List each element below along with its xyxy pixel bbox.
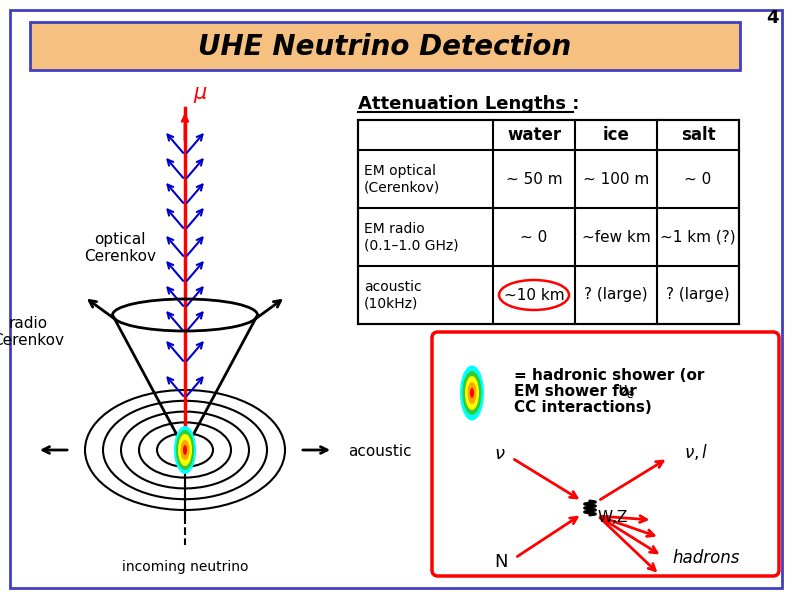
Text: EM optical
(Cerenkov): EM optical (Cerenkov) xyxy=(364,164,440,194)
Text: radio
Cerenkov: radio Cerenkov xyxy=(0,316,64,348)
Text: water: water xyxy=(507,126,561,144)
Text: acoustic: acoustic xyxy=(348,444,411,459)
Text: N: N xyxy=(494,553,507,571)
Text: ~10 km: ~10 km xyxy=(503,287,565,302)
Text: ? (large): ? (large) xyxy=(584,287,648,302)
Text: hadrons: hadrons xyxy=(672,549,739,567)
Ellipse shape xyxy=(465,376,479,410)
Text: μ: μ xyxy=(193,83,206,103)
Text: Attenuation Lengths :: Attenuation Lengths : xyxy=(358,95,580,113)
Text: UHE Neutrino Detection: UHE Neutrino Detection xyxy=(198,33,572,61)
Text: ? (large): ? (large) xyxy=(666,287,730,302)
Ellipse shape xyxy=(460,365,484,421)
Text: ~few km: ~few km xyxy=(582,230,650,245)
Bar xyxy=(358,120,739,324)
Ellipse shape xyxy=(176,430,194,470)
Text: ~ 0: ~ 0 xyxy=(684,171,711,186)
Text: W,Z: W,Z xyxy=(598,511,628,525)
Text: $\nu, l$: $\nu, l$ xyxy=(684,442,708,462)
Ellipse shape xyxy=(178,434,192,466)
Text: optical
Cerenkov: optical Cerenkov xyxy=(84,232,156,264)
Text: EM radio
(0.1–1.0 GHz): EM radio (0.1–1.0 GHz) xyxy=(364,222,459,252)
Bar xyxy=(30,22,740,70)
Ellipse shape xyxy=(462,371,481,415)
Text: incoming neutrino: incoming neutrino xyxy=(121,560,249,574)
Text: acoustic
(10kHz): acoustic (10kHz) xyxy=(364,280,422,310)
Ellipse shape xyxy=(183,445,187,455)
Ellipse shape xyxy=(468,382,476,404)
Text: 4: 4 xyxy=(765,9,778,27)
Text: $\nu$: $\nu$ xyxy=(494,445,506,463)
Text: CC interactions): CC interactions) xyxy=(514,399,652,415)
Ellipse shape xyxy=(174,426,196,474)
Text: ~ 50 m: ~ 50 m xyxy=(506,171,562,186)
Ellipse shape xyxy=(180,440,190,460)
Text: ~1 km (?): ~1 km (?) xyxy=(660,230,736,245)
Text: ~ 100 m: ~ 100 m xyxy=(583,171,649,186)
Text: = hadronic shower (or: = hadronic shower (or xyxy=(514,368,704,383)
Text: ice: ice xyxy=(603,126,630,144)
Text: ~ 0: ~ 0 xyxy=(520,230,548,245)
FancyBboxPatch shape xyxy=(432,332,779,576)
Text: salt: salt xyxy=(680,126,715,144)
Text: $\nu_e$: $\nu_e$ xyxy=(617,382,635,400)
Ellipse shape xyxy=(470,388,474,398)
Text: EM shower for: EM shower for xyxy=(514,384,642,399)
